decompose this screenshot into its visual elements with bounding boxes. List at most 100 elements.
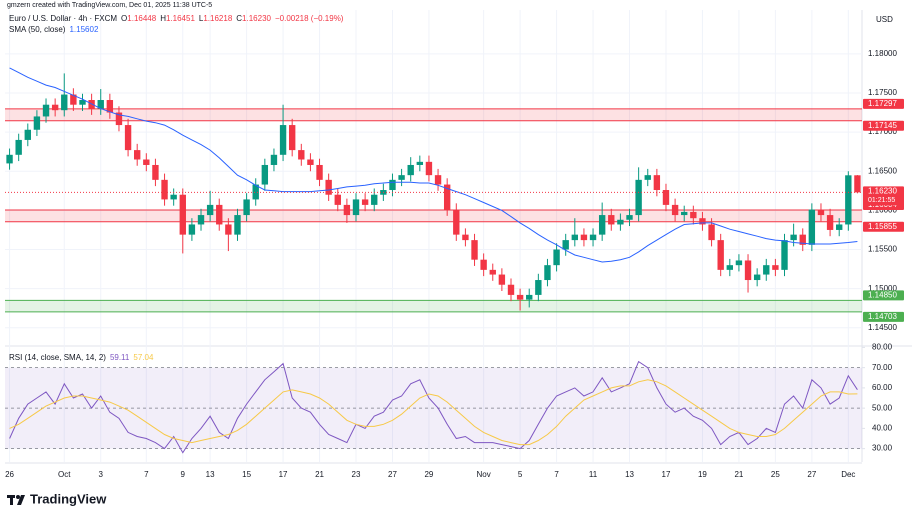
- candle-body: [79, 100, 86, 105]
- x-tick-label: 13: [625, 470, 634, 479]
- candle-body: [206, 204, 214, 216]
- candle-body: [261, 164, 269, 185]
- candle-body: [179, 194, 186, 235]
- price-label: 1.15855: [868, 222, 897, 231]
- candle-body: [6, 154, 13, 164]
- candle-body: [279, 125, 287, 155]
- legend-line: Euro / U.S. Dollar · 4h · FXCM O1.16448 H1…: [9, 14, 344, 23]
- candle-body: [425, 161, 433, 176]
- symbol: Euro / U.S. Dollar · 4h · FXCM: [9, 14, 117, 23]
- candle-body: [662, 190, 670, 205]
- y-tick-label: 1.15500: [868, 245, 897, 254]
- y-tick-label: 1.14500: [868, 323, 897, 332]
- y-tick-label: 70.00: [872, 363, 893, 372]
- candle-body: [635, 179, 642, 216]
- x-tick-label: 21: [315, 470, 324, 479]
- ohlc-label: L: [199, 14, 204, 23]
- sma-legend: SMA (50, close) 1.15602: [9, 25, 99, 34]
- candle-body: [553, 249, 560, 266]
- candle-body: [598, 215, 606, 235]
- candle-body: [197, 215, 205, 225]
- ohlc-label: H: [160, 14, 166, 23]
- candle-body: [653, 175, 661, 191]
- ohlc-label: C: [236, 14, 242, 23]
- x-tick-label: 9: [181, 470, 186, 479]
- candle-body: [626, 215, 633, 220]
- x-tick-label: 23: [352, 470, 361, 479]
- candle-body: [407, 164, 414, 176]
- candle-body: [708, 224, 715, 241]
- candle-body: [298, 150, 305, 160]
- candle-body: [845, 175, 852, 225]
- candle-body: [234, 215, 241, 235]
- y-tick-label: 1.15000: [868, 284, 897, 293]
- x-tick-label: 3: [99, 470, 104, 479]
- candle-body: [854, 175, 861, 193]
- candle-body: [763, 265, 770, 275]
- candle-body: [562, 240, 569, 250]
- candle-body: [453, 209, 460, 235]
- rsi-legend: RSI (14, close, SMA, 14, 2) 59.11 57.04: [9, 353, 154, 362]
- candle-body: [334, 194, 341, 205]
- candle-body: [115, 112, 123, 126]
- x-tick-label: 15: [242, 470, 251, 479]
- candle-body: [480, 259, 487, 270]
- candle-body: [51, 104, 59, 111]
- candle-body: [726, 265, 733, 270]
- candle-body: [443, 184, 451, 210]
- candle-body: [717, 240, 724, 270]
- candle-body: [817, 209, 825, 216]
- price-label-box: [863, 98, 904, 109]
- candle-body: [699, 218, 706, 225]
- price-label-box: [863, 290, 904, 301]
- candle-body: [398, 175, 405, 180]
- x-tick-label: Oct: [58, 470, 71, 479]
- candle-body: [808, 209, 816, 245]
- candle-body: [681, 211, 688, 216]
- x-tick-label: 29: [424, 470, 433, 479]
- candle-body: [188, 224, 196, 235]
- change: −0.00218 (−0.19%): [275, 14, 344, 23]
- candle-body: [143, 159, 150, 165]
- price-label: 1.17145: [868, 121, 897, 130]
- rsi-value: 59.11: [110, 353, 130, 362]
- rsi-title: RSI (14, close, SMA, 14, 2): [9, 353, 106, 362]
- currency: USD: [876, 15, 893, 24]
- candle-body: [644, 175, 651, 180]
- candle-body: [15, 139, 22, 155]
- candle-body: [124, 125, 132, 151]
- x-tick-label: 13: [206, 470, 215, 479]
- zone: [5, 210, 862, 222]
- candle-body: [608, 215, 615, 225]
- rsi-value: 57.04: [133, 353, 154, 362]
- x-tick-label: 21: [734, 470, 743, 479]
- candle-body: [170, 194, 177, 200]
- price-label: 1.14850: [868, 290, 897, 299]
- y-tick-label: 50.00: [872, 403, 893, 412]
- candle-body: [361, 199, 369, 205]
- candle-body: [243, 199, 250, 216]
- candle-body: [690, 211, 697, 219]
- zone: [5, 108, 862, 121]
- price-label-box: [863, 311, 904, 322]
- y-tick-label: 60.00: [872, 383, 893, 392]
- y-tick-label: 80.00: [872, 343, 893, 352]
- ohlc-value: 1.16448: [127, 14, 156, 23]
- candle-body: [799, 234, 806, 245]
- candle-body: [589, 234, 597, 241]
- candle-body: [735, 260, 743, 266]
- y-tick-label: 1.17000: [868, 127, 897, 136]
- candle-body: [389, 179, 396, 191]
- candle-body: [744, 260, 752, 281]
- candle-body: [617, 219, 624, 225]
- candle-body: [70, 94, 77, 105]
- y-tick-label: 40.00: [872, 424, 893, 433]
- brand-logo: [7, 495, 25, 505]
- candle-body: [216, 204, 223, 225]
- attribution: gmzern created with TradingView.com, Dec…: [7, 2, 212, 9]
- candle-body: [352, 199, 360, 216]
- candle-body: [526, 294, 533, 300]
- candle-body: [790, 234, 797, 241]
